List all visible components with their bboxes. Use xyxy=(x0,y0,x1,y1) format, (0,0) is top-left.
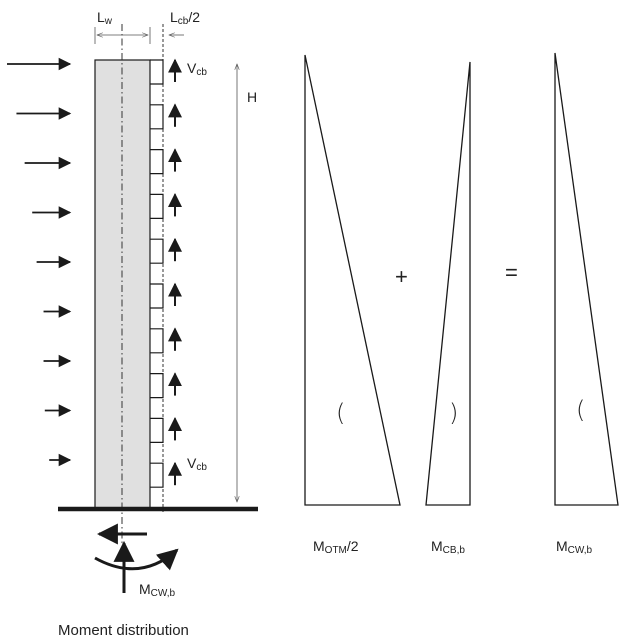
coupling-beam-stub xyxy=(150,373,164,399)
lcb-label: Lcb/2 xyxy=(170,9,201,27)
plus-sign: + xyxy=(395,264,408,289)
coupling-beam-stubs xyxy=(150,59,164,488)
mcw-moment-diagram xyxy=(554,52,619,506)
mcw-moment-sign: ( xyxy=(576,396,586,424)
motm-label: MOTM/2 xyxy=(313,538,359,556)
motm-moment-diagram xyxy=(304,54,401,506)
coupling-beam-stub xyxy=(150,462,164,488)
coupling-beam-stub xyxy=(150,149,164,175)
coupling-beam-stub xyxy=(150,283,164,309)
diagram-caption: Moment distribution xyxy=(58,622,189,639)
coupling-beam-stub xyxy=(150,59,164,85)
coupling-beam-stub xyxy=(150,104,164,130)
height-label: H xyxy=(247,89,258,105)
base-moment-arrow xyxy=(94,548,179,571)
base-moment-label: MCW,b xyxy=(139,581,176,599)
vcb-top-label: Vcb xyxy=(187,60,207,78)
mcb-moment-sign: ) xyxy=(449,399,459,427)
lateral-load-arrows xyxy=(7,57,72,467)
mcb-moment-diagram xyxy=(425,61,471,506)
coupling-beam-stub xyxy=(150,417,164,443)
coupling-beam-stub xyxy=(150,193,164,219)
coupling-beam-stub xyxy=(150,328,164,354)
equals-sign: = xyxy=(505,260,518,285)
coupling-beam-stub xyxy=(150,238,164,264)
mcb-label: MCB,b xyxy=(431,538,465,556)
lw-label: Lw xyxy=(97,9,113,27)
mcw-label: MCW,b xyxy=(556,538,593,556)
motm-moment-sign: ( xyxy=(336,399,346,427)
vcb-bottom-label: Vcb xyxy=(187,455,207,473)
